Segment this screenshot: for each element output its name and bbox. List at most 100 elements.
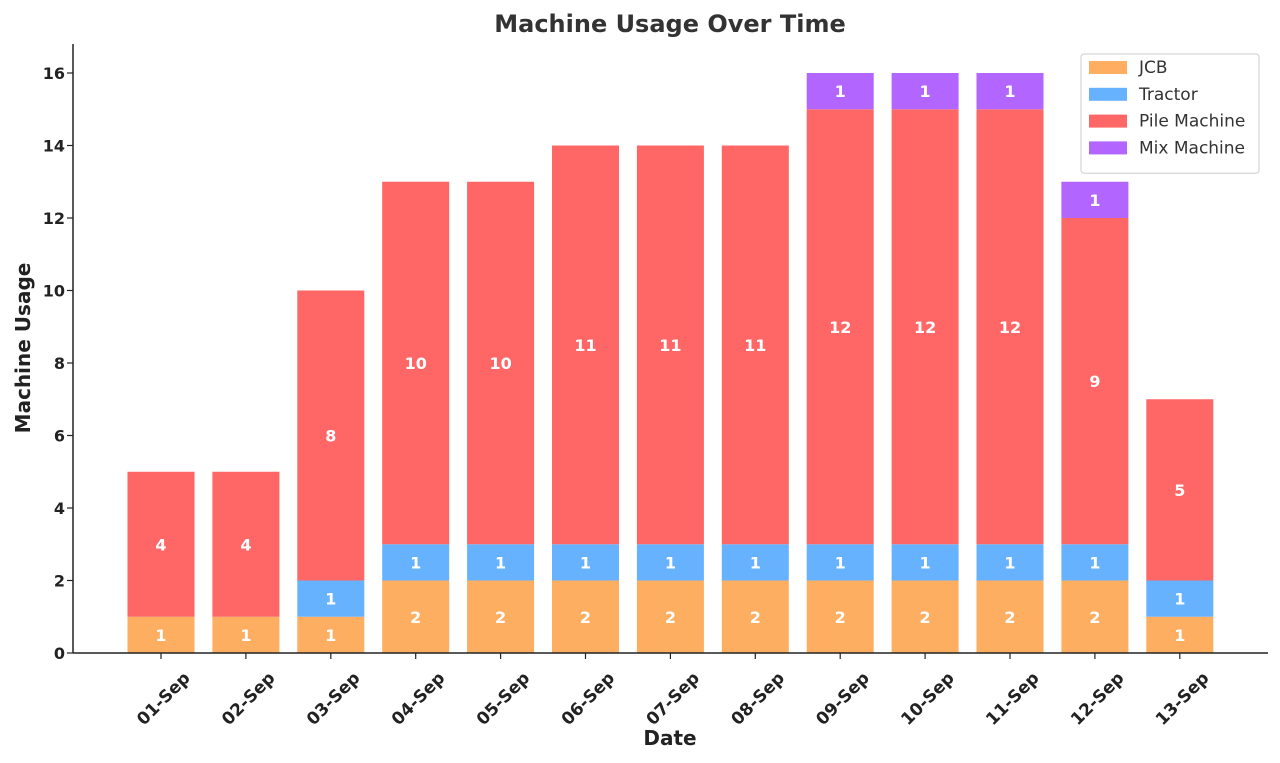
bar-value-label: 9 <box>1089 372 1100 391</box>
bar-value-label: 12 <box>829 318 851 337</box>
bar-value-label: 2 <box>1004 608 1015 627</box>
bar-tractor <box>467 544 535 581</box>
x-tick-label: 03-Sep <box>303 668 364 729</box>
legend-label: Tractor <box>1138 85 1198 105</box>
bar-pile-machine <box>1146 399 1214 581</box>
bar-jcb <box>467 580 535 653</box>
bar-pile-machine <box>297 290 365 581</box>
bar-value-label: 1 <box>665 553 676 572</box>
bar-pile-machine <box>552 145 619 545</box>
x-tick-label: 05-Sep <box>473 668 534 729</box>
bar-value-label: 1 <box>580 553 591 572</box>
bar-value-label: 10 <box>489 354 511 373</box>
bar-pile-machine <box>1061 218 1129 545</box>
bar-pile-machine <box>212 471 280 617</box>
bar-pile-machine <box>127 471 195 617</box>
x-tick-label: 02-Sep <box>218 668 279 729</box>
bar-value-label: 11 <box>659 336 681 355</box>
bar-mix-machine <box>976 73 1044 110</box>
bar-value-label: 2 <box>580 608 591 627</box>
y-tick-label: 2 <box>54 572 65 591</box>
legend-swatch <box>1089 87 1127 101</box>
bar-jcb <box>382 580 450 653</box>
bar-value-label: 2 <box>495 608 506 627</box>
bar-mix-machine <box>891 73 959 110</box>
bar-tractor <box>806 544 874 581</box>
bar-value-label: 1 <box>920 82 931 101</box>
y-tick-label: 0 <box>54 644 65 663</box>
bar-tractor <box>1146 580 1214 617</box>
bar-value-label: 11 <box>574 336 596 355</box>
bar-value-label: 4 <box>240 535 251 554</box>
bar-jcb <box>976 580 1044 653</box>
x-tick-label: 08-Sep <box>728 668 789 729</box>
bar-jcb <box>721 580 789 653</box>
y-tick-label: 6 <box>54 427 65 446</box>
bar-jcb <box>552 580 619 653</box>
bar-value-label: 2 <box>835 608 846 627</box>
bar-tractor <box>636 544 704 581</box>
legend-label: Mix Machine <box>1139 138 1245 158</box>
bar-value-label: 1 <box>1174 590 1185 609</box>
x-tick-label: 07-Sep <box>643 668 704 729</box>
bar-value-label: 1 <box>835 553 846 572</box>
bar-value-label: 1 <box>1004 82 1015 101</box>
x-tick-label: 11-Sep <box>982 668 1043 729</box>
bar-pile-machine <box>891 109 959 545</box>
bar-value-label: 1 <box>835 82 846 101</box>
legend-label: Pile Machine <box>1139 112 1245 132</box>
x-tick-label: 13-Sep <box>1152 668 1213 729</box>
bar-tractor <box>1061 544 1129 581</box>
y-ticks-group: 0 2 4 6 8 10 12 14 16 <box>43 64 73 663</box>
chart-title: Machine Usage Over Time <box>494 10 846 38</box>
bar-pile-machine <box>467 181 535 545</box>
y-axis-label: Machine Usage <box>11 263 35 434</box>
bar-tractor <box>891 544 959 581</box>
bar-value-label: 1 <box>1004 553 1015 572</box>
bar-pile-machine <box>721 145 789 545</box>
bar-jcb <box>636 580 704 653</box>
bar-pile-machine <box>382 181 450 545</box>
y-tick-label: 14 <box>43 137 65 156</box>
bar-pile-machine <box>976 109 1044 545</box>
bar-value-label: 5 <box>1174 481 1185 500</box>
bar-value-label: 1 <box>240 626 251 645</box>
bar-tractor <box>976 544 1044 581</box>
bar-value-label: 2 <box>665 608 676 627</box>
bar-jcb <box>127 616 195 653</box>
bar-tractor <box>552 544 619 581</box>
bar-value-label: 1 <box>920 553 931 572</box>
y-tick-label: 12 <box>43 209 65 228</box>
bar-value-label: 2 <box>750 608 761 627</box>
y-tick-label: 10 <box>43 282 65 301</box>
bars-group: 1414118211021102111211121112112121121211… <box>127 73 1214 653</box>
bar-value-label: 1 <box>155 626 166 645</box>
bar-jcb <box>1146 616 1214 653</box>
bar-jcb <box>1061 580 1129 653</box>
x-tick-label: 10-Sep <box>897 668 958 729</box>
bar-value-label: 2 <box>1089 608 1100 627</box>
legend: JCB Tractor Pile Machine Mix Machine <box>1080 53 1260 174</box>
bar-tractor <box>382 544 450 581</box>
bar-value-label: 1 <box>1174 626 1185 645</box>
x-tick-label: 06-Sep <box>558 668 619 729</box>
bar-tractor <box>721 544 789 581</box>
bar-value-label: 10 <box>405 354 427 373</box>
bar-value-label: 12 <box>999 318 1021 337</box>
bar-value-label: 2 <box>920 608 931 627</box>
x-ticks-group: 01-Sep 02-Sep 03-Sep 04-Sep 05-Sep 06-Sep 07-S… <box>133 653 1213 730</box>
x-tick-label: 09-Sep <box>812 668 873 729</box>
x-tick-label: 01-Sep <box>133 668 194 729</box>
y-tick-label: 16 <box>43 64 65 83</box>
y-tick-label: 4 <box>54 499 65 518</box>
bar-pile-machine <box>636 145 704 545</box>
bar-value-label: 1 <box>325 590 336 609</box>
bar-value-label: 1 <box>750 553 761 572</box>
bar-value-label: 1 <box>1089 553 1100 572</box>
bar-jcb <box>891 580 959 653</box>
bar-mix-machine <box>1061 181 1129 218</box>
legend-swatch <box>1089 61 1127 74</box>
y-tick-label: 8 <box>54 354 65 373</box>
legend-swatch <box>1089 114 1127 128</box>
bar-pile-machine <box>806 109 874 545</box>
